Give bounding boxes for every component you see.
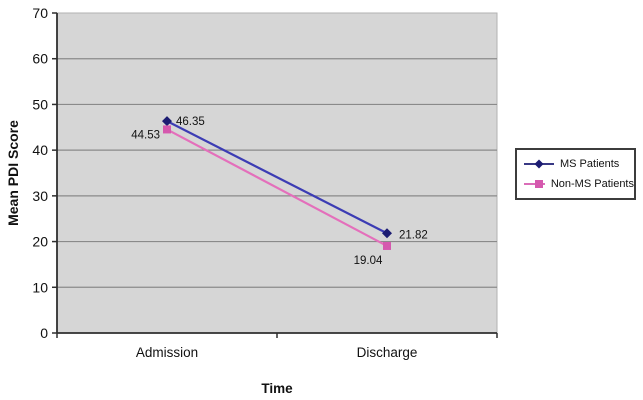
legend-swatch-non-ms-patients <box>524 180 545 188</box>
legend: MS Patients Non-MS Patients <box>515 148 636 200</box>
y-tick-label: 20 <box>32 234 48 250</box>
series-line <box>166 120 388 235</box>
legend-swatch-ms-patients <box>524 159 554 169</box>
data-point-label: 46.35 <box>176 116 205 128</box>
y-tick-label: 40 <box>32 142 48 158</box>
x-category-label: Discharge <box>357 345 418 360</box>
data-point-label: 21.82 <box>399 229 428 241</box>
diamond-marker-icon <box>382 228 392 239</box>
y-axis-title: Mean PDI Score <box>5 120 21 226</box>
y-tick-label: 30 <box>32 188 48 204</box>
series-line <box>166 128 388 247</box>
diamond-marker-icon <box>162 116 172 127</box>
y-tick-label: 0 <box>40 325 48 341</box>
y-tick-label: 60 <box>32 51 48 67</box>
legend-item-ms-patients: MS Patients <box>524 158 634 170</box>
legend-label: Non-MS Patients <box>550 178 634 190</box>
square-marker-icon <box>163 125 171 134</box>
data-point-label: 44.53 <box>131 129 160 141</box>
square-marker-icon <box>535 180 543 188</box>
x-category-label: Admission <box>136 345 198 360</box>
y-tick-label: 70 <box>32 5 48 21</box>
legend-item-non-ms-patients: Non-MS Patients <box>524 178 634 190</box>
x-axis-title: Time <box>261 381 293 396</box>
plot-area <box>56 12 498 334</box>
diamond-marker-icon <box>534 159 544 169</box>
y-tick-label: 50 <box>32 96 48 112</box>
square-marker-icon <box>383 241 391 250</box>
y-tick-label: 10 <box>32 279 48 295</box>
data-point-label: 19.04 <box>354 255 383 267</box>
legend-label: MS Patients <box>560 158 620 170</box>
